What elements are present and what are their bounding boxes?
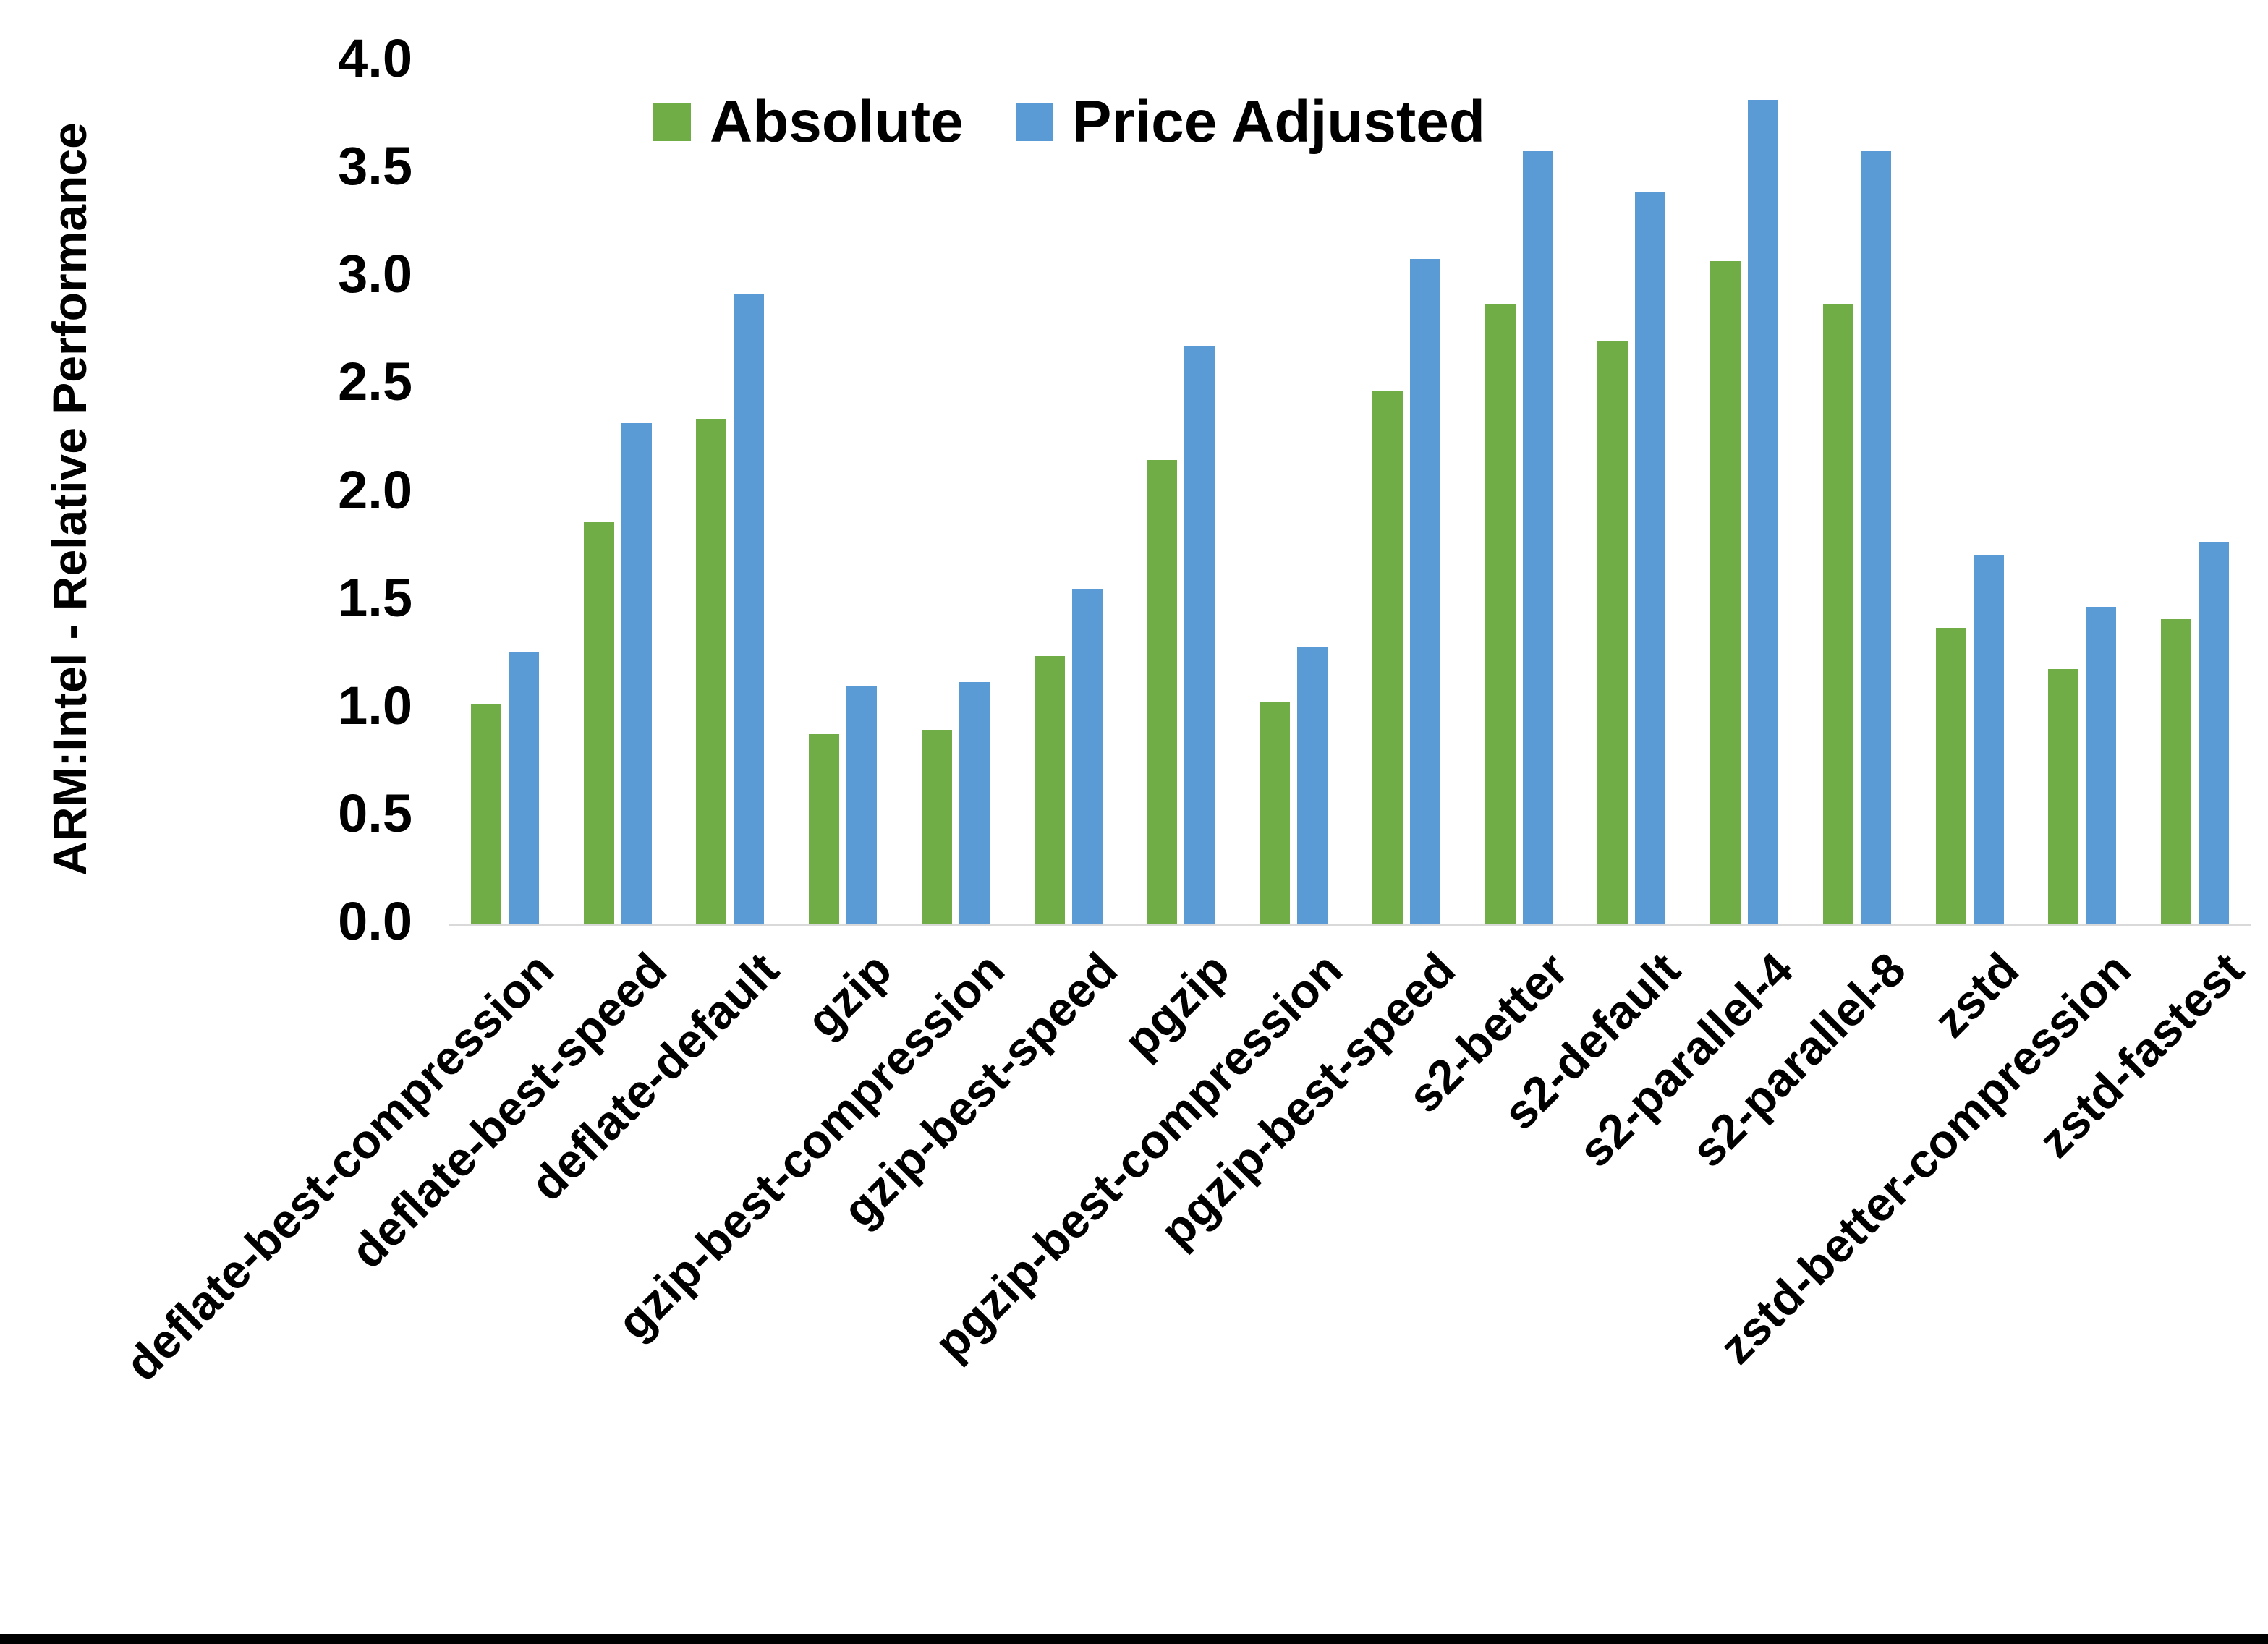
bar-price-adjusted <box>1973 555 2004 924</box>
y-tick-label: 1.5 <box>338 567 412 628</box>
bar-price-adjusted <box>2199 542 2230 924</box>
y-tick-label: 2.5 <box>338 352 412 412</box>
bar-absolute <box>1935 628 1966 924</box>
legend-item-price-adjusted: Price Adjusted <box>1015 88 1485 156</box>
bar-price-adjusted <box>1409 259 1440 924</box>
bar-price-adjusted <box>1860 151 1891 924</box>
y-tick-label: 3.5 <box>338 136 412 197</box>
bar-absolute <box>696 419 727 924</box>
y-axis-title: ARM:Intel - Relative Performance <box>43 122 96 876</box>
y-tick-label: 4.0 <box>338 28 412 89</box>
y-tick-label: 3.0 <box>338 244 412 304</box>
bar-price-adjusted <box>959 681 990 924</box>
bar-absolute <box>470 703 501 924</box>
y-tick-label: 2.0 <box>338 459 412 520</box>
bar-price-adjusted <box>1522 151 1553 924</box>
y-tick-label: 0.0 <box>338 891 412 952</box>
y-tick-label: 1.0 <box>338 675 412 736</box>
bar-absolute <box>583 522 614 924</box>
bar-absolute <box>1260 701 1291 924</box>
bar-price-adjusted <box>846 686 878 924</box>
bar-absolute <box>1822 304 1853 924</box>
x-tick-label: deflate-best-compression <box>114 942 564 1391</box>
bar-absolute <box>2048 669 2079 924</box>
plot-area <box>449 61 2251 924</box>
y-tick-label: 0.5 <box>338 783 412 843</box>
bar-absolute <box>921 729 952 924</box>
bar-price-adjusted <box>734 294 765 924</box>
bar-price-adjusted <box>621 423 652 924</box>
bar-price-adjusted <box>2086 606 2117 924</box>
legend-swatch-price-adjusted <box>1015 103 1053 141</box>
bar-price-adjusted <box>1297 647 1328 924</box>
bar-price-adjusted <box>1071 589 1103 924</box>
legend-swatch-absolute <box>653 103 691 141</box>
bar-absolute <box>1147 459 1178 924</box>
bar-price-adjusted <box>1748 99 1779 924</box>
bar-absolute <box>1372 391 1403 924</box>
bar-absolute <box>1710 261 1741 924</box>
bar-absolute <box>1485 304 1516 924</box>
legend-label: Price Adjusted <box>1071 89 1485 155</box>
legend-label: Absolute <box>710 89 964 155</box>
bar-absolute <box>809 733 840 924</box>
bar-price-adjusted <box>508 652 539 924</box>
x-axis-line <box>449 924 2251 926</box>
bar-price-adjusted <box>1635 192 1666 924</box>
legend-item-absolute: Absolute <box>653 88 964 156</box>
bar-price-adjusted <box>1184 345 1215 924</box>
legend: Absolute Price Adjusted <box>653 88 1485 156</box>
bar-absolute <box>2161 619 2192 924</box>
bottom-border <box>0 1634 2268 1644</box>
bar-absolute <box>1034 656 1065 924</box>
bar-absolute <box>1597 341 1628 924</box>
